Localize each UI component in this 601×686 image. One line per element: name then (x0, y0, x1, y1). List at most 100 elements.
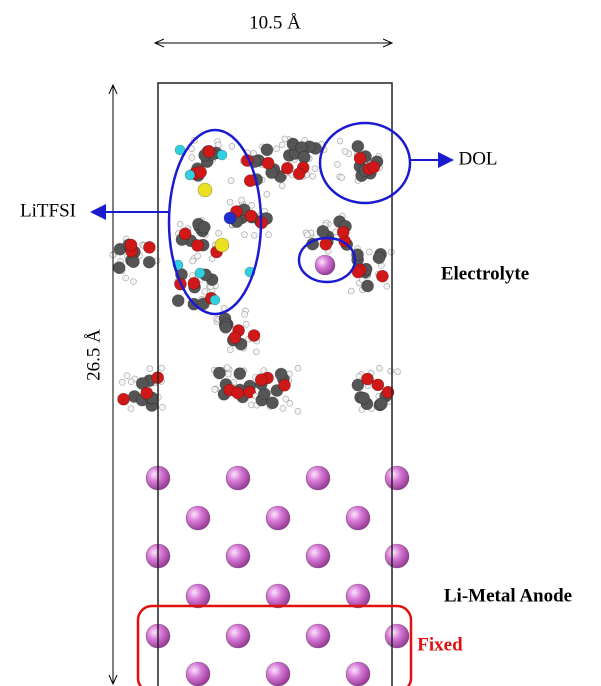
li-ion (315, 255, 335, 275)
oxygen (248, 330, 260, 342)
hydrogen (342, 148, 348, 154)
li-atom (266, 506, 290, 530)
hydrogen (348, 288, 354, 294)
oxygen (245, 210, 257, 222)
li-atom (306, 544, 330, 568)
hydrogen (295, 365, 301, 371)
carbon (358, 392, 370, 404)
hydrogen (195, 253, 201, 259)
hydrogen (384, 283, 390, 289)
oxygen (281, 162, 293, 174)
carbon (172, 295, 184, 307)
anode-label: Li-Metal Anode (444, 585, 572, 606)
carbon (266, 397, 278, 409)
hydrogen (280, 405, 286, 411)
hydrogen (334, 161, 340, 167)
hydrogen (238, 197, 244, 203)
li-atom (306, 466, 330, 490)
carbon (317, 225, 329, 237)
hydrogen (304, 232, 310, 238)
carbon (275, 368, 287, 380)
figure: 10.5 Å 26.5 Å LiTFSI DOL Electrolyte Li-… (0, 0, 601, 686)
sulfur (198, 183, 212, 197)
oxygen (179, 228, 191, 240)
li-atom (385, 544, 409, 568)
hydrogen (128, 406, 134, 412)
atoms (110, 136, 409, 686)
carbon (198, 221, 210, 233)
hydrogen (119, 379, 125, 385)
li-atom (266, 662, 290, 686)
hydrogen (216, 230, 222, 236)
hydrogen (279, 142, 285, 148)
oxygen (188, 277, 200, 289)
li-atom (385, 624, 409, 648)
electrolyte-label: Electrolyte (441, 263, 529, 284)
li-atom (346, 662, 370, 686)
hydrogen (147, 366, 153, 372)
fixed-label: Fixed (417, 634, 463, 655)
hydrogen (227, 199, 233, 205)
litfsi-label: LiTFSI (20, 200, 76, 221)
hydrogen (310, 173, 316, 179)
oxygen (232, 387, 244, 399)
oxygen (262, 157, 274, 169)
dol-label: DOL (458, 148, 497, 169)
hydrogen (159, 365, 165, 371)
hydrogen (159, 404, 165, 410)
hydrogen (279, 183, 285, 189)
oxygen (229, 332, 241, 344)
li-atom (346, 584, 370, 608)
hydrogen (339, 175, 345, 181)
hydrogen (366, 249, 372, 255)
carbon (127, 256, 139, 268)
oxygen (372, 379, 384, 391)
hydrogen (295, 408, 301, 414)
oxygen (368, 161, 380, 173)
oxygen (192, 239, 204, 251)
hydrogen (212, 387, 218, 393)
carbon (362, 280, 374, 292)
carbon (213, 367, 225, 379)
hydrogen (123, 275, 129, 281)
carbon (373, 252, 385, 264)
hydrogen (266, 232, 272, 238)
oxygen (337, 226, 349, 238)
hydrogen (130, 279, 136, 285)
li-atom (226, 544, 250, 568)
li-atom (266, 584, 290, 608)
li-atom (306, 624, 330, 648)
oxygen (118, 393, 130, 405)
oxygen (293, 168, 305, 180)
hydrogen (248, 402, 254, 408)
hydrogen (337, 138, 343, 144)
carbon (234, 368, 246, 380)
hydrogen (253, 349, 259, 355)
li-atom (186, 584, 210, 608)
carbon (113, 262, 125, 274)
hydrogen (251, 232, 257, 238)
oxygen (362, 373, 374, 385)
hydrogen (124, 373, 130, 379)
hydrogen (229, 143, 235, 149)
li-atom (385, 466, 409, 490)
oxygen (143, 241, 155, 253)
carbon (375, 398, 387, 410)
carbon (143, 256, 155, 268)
hydrogen (264, 191, 270, 197)
li-atom (186, 662, 210, 686)
li-atom (186, 506, 210, 530)
fluorine (210, 295, 220, 305)
hydrogen (128, 379, 134, 385)
oxygen (278, 379, 290, 391)
hydrogen (227, 347, 233, 353)
hydrogen (376, 365, 382, 371)
hydrogen (190, 258, 196, 264)
width-label: 10.5 Å (249, 12, 301, 33)
hydrogen (177, 221, 183, 227)
hydrogen (282, 136, 288, 142)
hydrogen (189, 155, 195, 161)
oxygen (141, 387, 153, 399)
fluorine (195, 268, 205, 278)
hydrogen (243, 321, 249, 327)
